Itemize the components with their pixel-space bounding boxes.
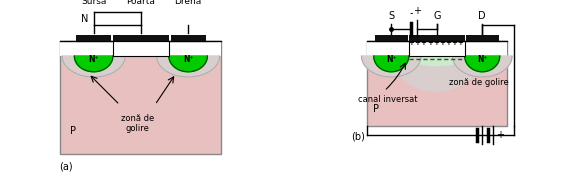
Text: (b): (b) bbox=[351, 131, 365, 142]
FancyBboxPatch shape bbox=[409, 35, 465, 41]
FancyBboxPatch shape bbox=[171, 35, 205, 41]
Polygon shape bbox=[169, 56, 207, 72]
Text: N⁺: N⁺ bbox=[183, 55, 193, 64]
Text: +: + bbox=[409, 40, 414, 46]
Text: +: + bbox=[451, 40, 457, 46]
Polygon shape bbox=[75, 56, 113, 72]
Polygon shape bbox=[453, 56, 512, 77]
Text: zonă de
golire: zonă de golire bbox=[121, 114, 154, 133]
Text: +: + bbox=[433, 40, 439, 46]
Text: S: S bbox=[388, 11, 394, 21]
FancyBboxPatch shape bbox=[113, 41, 169, 56]
Text: +: + bbox=[414, 40, 420, 46]
Text: +: + bbox=[427, 40, 433, 46]
Text: N⁺: N⁺ bbox=[386, 55, 396, 64]
Text: Poartă: Poartă bbox=[126, 0, 156, 6]
Text: N⁺: N⁺ bbox=[89, 55, 99, 64]
FancyBboxPatch shape bbox=[60, 41, 221, 56]
Polygon shape bbox=[362, 56, 421, 77]
Text: canal inversat: canal inversat bbox=[358, 95, 417, 104]
Text: +: + bbox=[457, 40, 463, 46]
Polygon shape bbox=[465, 56, 500, 72]
Text: -: - bbox=[468, 130, 472, 140]
Text: P: P bbox=[373, 103, 379, 114]
FancyBboxPatch shape bbox=[367, 41, 507, 56]
FancyBboxPatch shape bbox=[409, 41, 465, 56]
Text: -: - bbox=[410, 8, 413, 18]
Text: P: P bbox=[70, 126, 76, 136]
Text: +: + bbox=[439, 40, 445, 46]
Polygon shape bbox=[374, 56, 409, 72]
Text: zonă de golire: zonă de golire bbox=[449, 78, 509, 87]
Polygon shape bbox=[157, 56, 220, 77]
Text: +: + bbox=[445, 40, 451, 46]
FancyBboxPatch shape bbox=[367, 41, 507, 126]
FancyBboxPatch shape bbox=[76, 35, 111, 41]
Text: Drenă: Drenă bbox=[174, 0, 202, 6]
Text: D: D bbox=[478, 11, 486, 21]
Text: +: + bbox=[496, 130, 504, 140]
Polygon shape bbox=[407, 56, 467, 66]
FancyBboxPatch shape bbox=[60, 41, 221, 154]
Text: +: + bbox=[421, 40, 427, 46]
FancyBboxPatch shape bbox=[375, 35, 408, 41]
FancyBboxPatch shape bbox=[113, 35, 169, 41]
Text: G: G bbox=[433, 11, 440, 21]
Text: (a): (a) bbox=[59, 161, 72, 171]
Polygon shape bbox=[62, 56, 125, 77]
Text: N: N bbox=[80, 14, 88, 24]
Text: +: + bbox=[413, 6, 421, 16]
Text: N⁺: N⁺ bbox=[477, 55, 487, 64]
Polygon shape bbox=[393, 56, 481, 91]
Text: Sursă: Sursă bbox=[81, 0, 106, 6]
FancyBboxPatch shape bbox=[465, 35, 499, 41]
